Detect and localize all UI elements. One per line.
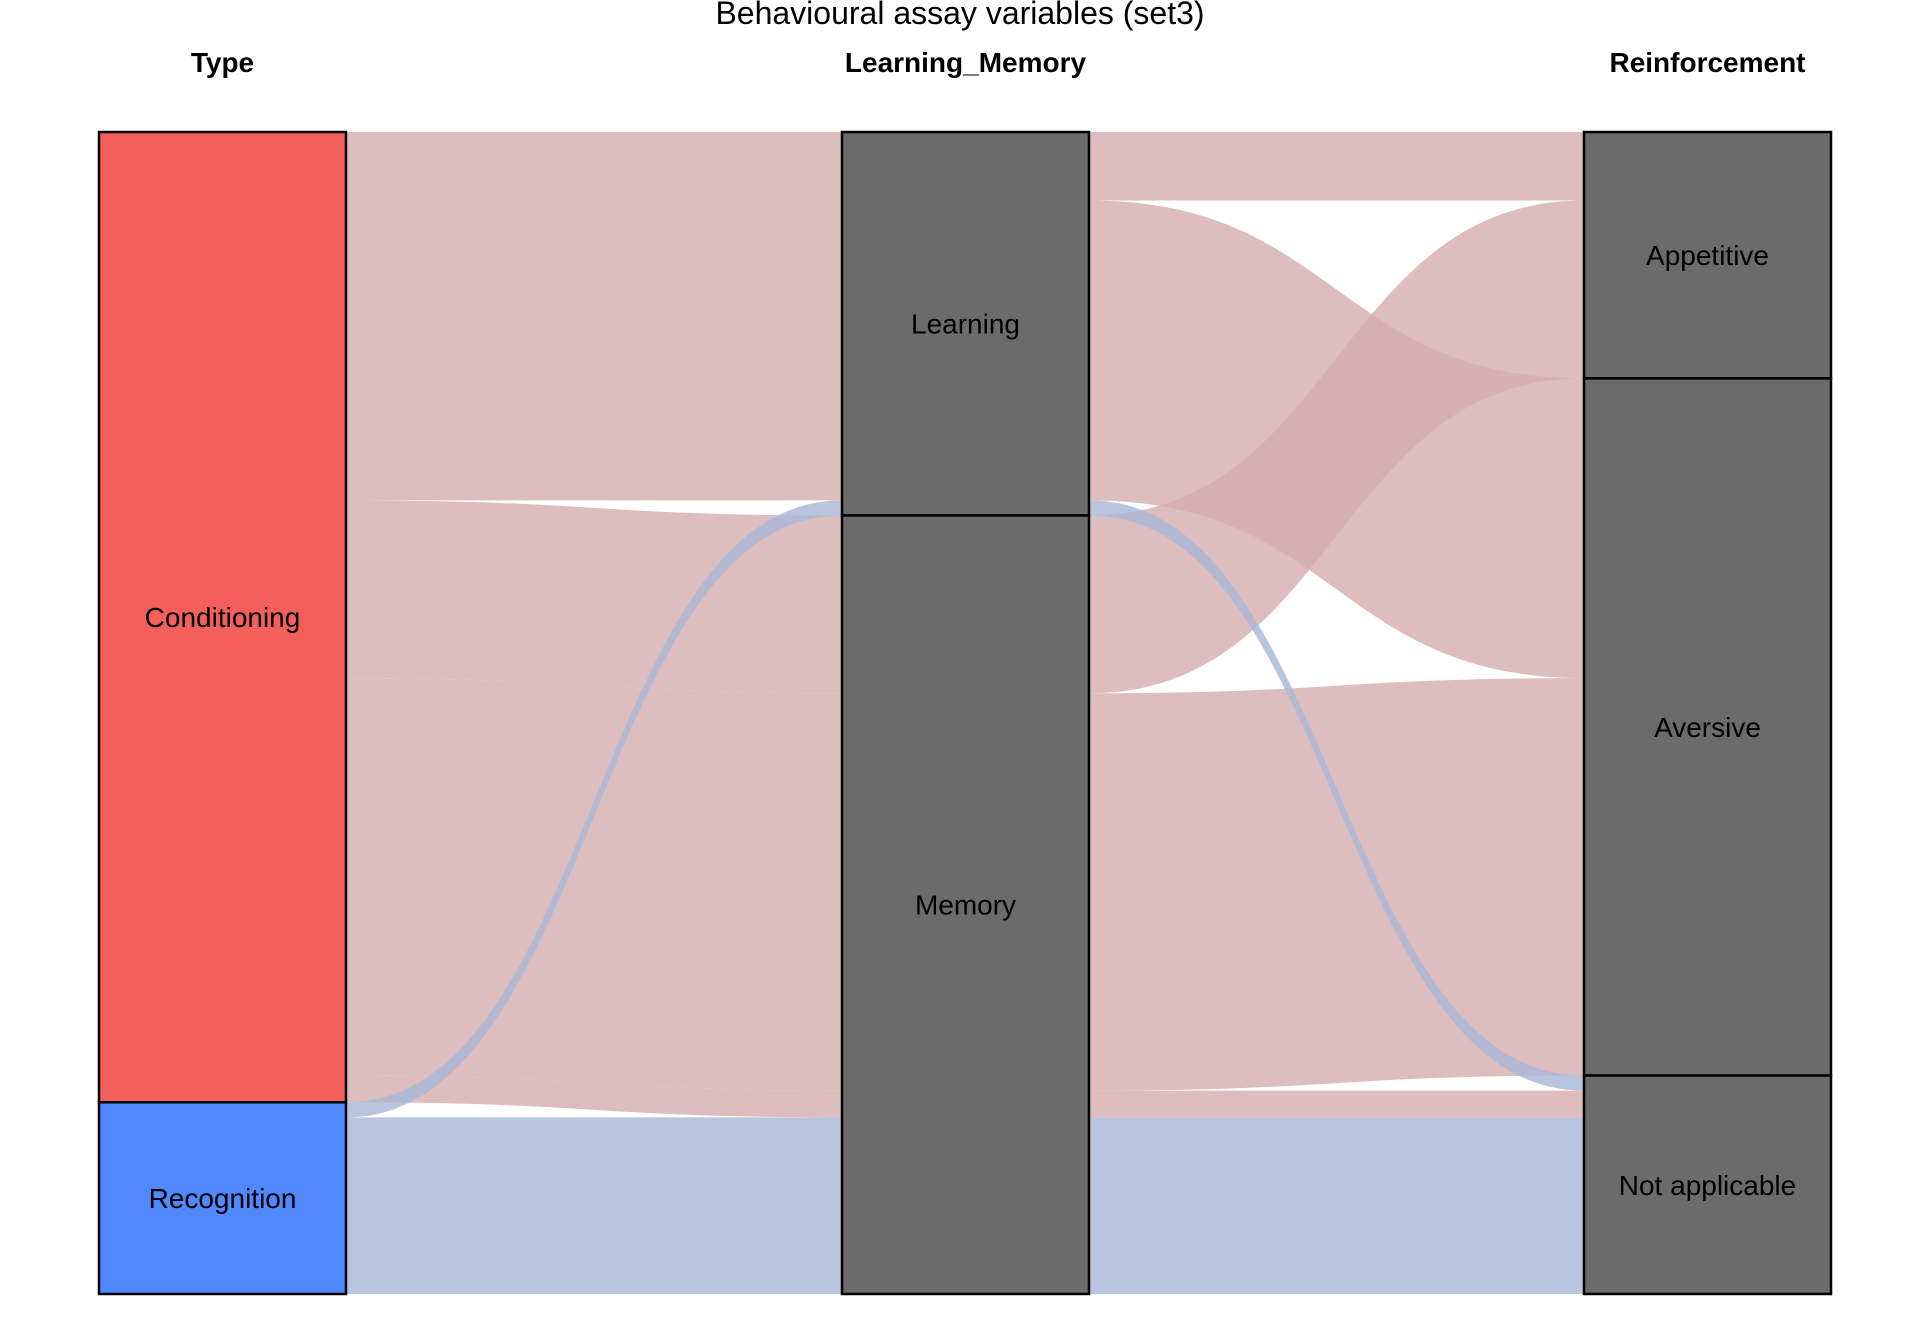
- stratum-memory: [840, 514, 1091, 1296]
- flow-conditioning-conditioning-memory: [346, 1075, 842, 1118]
- stratum-label-recognition: Recognition: [149, 1183, 297, 1214]
- stratum-label-aversive: Aversive: [1654, 712, 1761, 743]
- stratum-recognition: [97, 1101, 348, 1296]
- flow-recognition-learning-not-applicable: [1089, 500, 1584, 1091]
- flow-conditioning-memory-not-applicable: [1089, 1090, 1584, 1118]
- flow-conditioning-memory-aversive: [1089, 678, 1584, 1091]
- stratum-appetitive: [1582, 130, 1833, 380]
- stratum-label-learning: Learning: [911, 309, 1020, 340]
- stratum-label-conditioning: Conditioning: [145, 602, 301, 633]
- flow-recognition-recognition-memory: [346, 1117, 842, 1294]
- stratum-label-not-applicable: Not applicable: [1619, 1170, 1796, 1201]
- axis-header-reinforcement: Reinforcement: [1609, 47, 1805, 78]
- flow-conditioning-conditioning-learning: [346, 200, 842, 501]
- stratum-label-memory: Memory: [915, 890, 1016, 921]
- stratum-aversive: [1582, 377, 1833, 1077]
- flow-conditioning-conditioning-learning: [346, 132, 842, 201]
- flow-recognition-memory-not-applicable: [1089, 1117, 1584, 1294]
- flow-recognition-recognition-learning: [346, 500, 842, 1118]
- axis-header-type: Type: [191, 47, 254, 78]
- flow-conditioning-conditioning-memory: [346, 500, 842, 694]
- stratum-learning: [840, 130, 1091, 517]
- flow-conditioning-conditioning-memory: [346, 678, 842, 1091]
- stratum-not-applicable: [1582, 1074, 1833, 1296]
- flow-conditioning-learning-appetitive: [1089, 132, 1584, 201]
- axis-headers: Type Learning_Memory Reinforcement: [191, 47, 1806, 78]
- strata-layer: Conditioning Recognition Learning Memory App…: [97, 130, 1833, 1296]
- flows-layer: [346, 132, 1584, 1294]
- axis-header-learning-memory: Learning_Memory: [845, 47, 1087, 78]
- chart-title: Behavioural assay variables (set3): [715, 0, 1204, 31]
- stratum-label-appetitive: Appetitive: [1646, 240, 1769, 271]
